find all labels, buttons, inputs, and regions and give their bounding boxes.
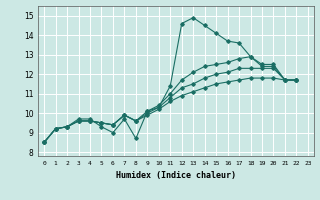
X-axis label: Humidex (Indice chaleur): Humidex (Indice chaleur) [116, 171, 236, 180]
